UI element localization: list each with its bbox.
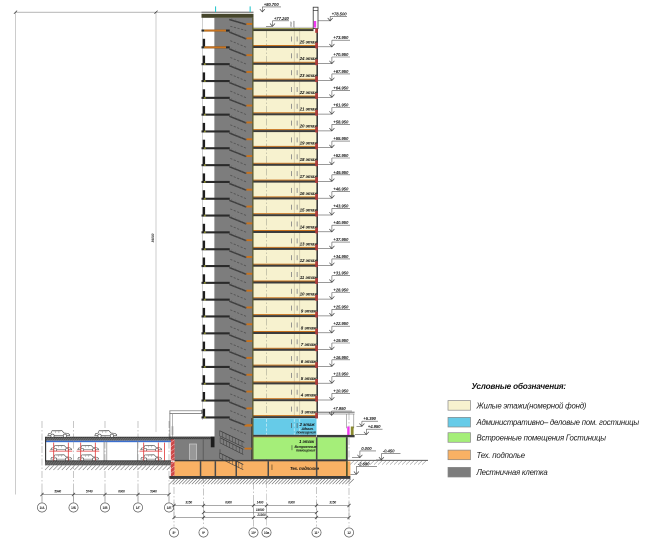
svg-text:Условные обозначения:: Условные обозначения: [472,381,567,391]
svg-text:+5.390: +5.390 [363,416,376,421]
svg-text:Административно– деловые пом.: Административно– деловые пом. гостиницы [476,418,640,427]
svg-text:+49.950: +49.950 [333,170,349,175]
svg-text:23 этаж: 23 этаж [299,73,319,78]
svg-text:21 этаж: 21 этаж [299,107,319,112]
svg-text:+13.950: +13.950 [333,372,349,377]
svg-text:8 этаж: 8 этаж [301,325,317,330]
svg-text:+67.950: +67.950 [333,69,349,74]
svg-text:-2.680: -2.680 [358,461,370,466]
svg-text:1/А: 1/А [40,506,46,510]
svg-text:помещения: помещения [296,448,315,452]
svg-text:22 этаж: 22 этаж [299,90,319,95]
svg-text:10*: 10* [251,531,257,535]
svg-text:1400: 1400 [257,501,264,505]
svg-text:+4.950: +4.950 [368,424,381,429]
svg-text:1/Г: 1/Г [136,506,141,510]
svg-text:5940: 5940 [54,490,61,494]
svg-text:+73.950: +73.950 [333,35,349,40]
svg-text:6300: 6300 [288,501,295,505]
svg-text:+43.950: +43.950 [333,203,349,208]
svg-text:24 этаж: 24 этаж [299,56,319,61]
svg-text:+80.700: +80.700 [264,2,280,7]
svg-text:1 этаж: 1 этаж [299,439,315,444]
svg-text:+78.500: +78.500 [332,11,348,16]
svg-text:+70.950: +70.950 [333,52,349,57]
svg-text:21300: 21300 [256,513,266,517]
svg-text:1/Б: 1/Б [71,506,77,510]
svg-text:Встроенные: Встроенные [295,445,317,449]
svg-text:7 этаж: 7 этаж [301,342,317,347]
svg-text:+10.950: +10.950 [333,388,349,393]
svg-text:+28.950: +28.950 [333,288,349,293]
svg-text:+16.950: +16.950 [333,355,349,360]
svg-text:14600: 14600 [256,508,265,512]
svg-text:Тех. подполье: Тех. подполье [290,466,320,471]
svg-text:8*: 8* [172,531,176,535]
svg-text:20 этаж: 20 этаж [299,124,319,129]
svg-text:+58.950: +58.950 [333,119,349,124]
svg-text:10а: 10а [264,531,270,535]
svg-text:11*: 11* [314,531,319,535]
svg-text:+22.950: +22.950 [333,321,349,326]
svg-text:+52.950: +52.950 [333,153,349,158]
svg-text:12: 12 [347,531,351,535]
svg-text:6000: 6000 [118,490,125,494]
svg-text:помещения: помещения [296,431,315,435]
svg-text:11 этаж: 11 этаж [300,275,318,280]
svg-text:15 этаж: 15 этаж [300,208,319,213]
svg-text:+25.950: +25.950 [333,304,349,309]
svg-text:17 этаж: 17 этаж [300,174,319,179]
svg-text:Встроенные помещения Гостиницы: Встроенные помещения Гостиницы [477,434,607,443]
svg-text:9 этаж: 9 этаж [301,309,317,314]
svg-text:6300: 6300 [225,501,232,505]
svg-text:3150: 3150 [185,501,192,505]
svg-text:14 этаж: 14 этаж [300,224,319,229]
svg-text:+55.950: +55.950 [333,136,349,141]
svg-text:13 этаж: 13 этаж [300,241,319,246]
svg-text:16 этаж: 16 этаж [300,191,319,196]
svg-text:Жилые этажи(номерной фонд): Жилые этажи(номерной фонд) [476,401,587,410]
svg-text:18 этаж: 18 этаж [300,157,319,162]
svg-text:+19.950: +19.950 [333,338,349,343]
svg-text:1/Е: 1/Е [167,506,173,510]
svg-text:+64.950: +64.950 [333,86,349,91]
svg-text:19 этаж: 19 этаж [300,140,319,145]
svg-text:6 этаж: 6 этаж [301,359,317,364]
svg-text:2 этаж: 2 этаж [298,422,315,427]
svg-text:+37.950: +37.950 [333,237,349,242]
svg-text:1/В: 1/В [103,506,109,510]
svg-text:12 этаж: 12 этаж [300,258,319,263]
svg-text:4 этаж: 4 этаж [300,393,317,398]
svg-text:Лестничная клетка: Лестничная клетка [476,468,549,477]
svg-text:0.000: 0.000 [361,446,372,451]
svg-text:3150: 3150 [329,501,336,505]
svg-text:+77.240: +77.240 [274,16,290,21]
svg-text:+31.950: +31.950 [333,271,349,276]
svg-text:-0.450: -0.450 [383,449,395,454]
svg-text:+61.950: +61.950 [333,103,349,108]
svg-text:Тех. подполье: Тех. подполье [477,451,526,460]
svg-text:84000: 84000 [151,233,155,242]
svg-text:10 этаж: 10 этаж [300,292,319,297]
svg-text:5940: 5940 [150,490,157,494]
svg-text:3 этаж: 3 этаж [301,410,317,415]
svg-text:25 этаж: 25 этаж [299,39,319,44]
svg-text:9*: 9* [202,531,206,535]
svg-text:+34.950: +34.950 [333,254,349,259]
svg-text:+40.950: +40.950 [333,220,349,225]
svg-text:+46.950: +46.950 [333,187,349,192]
svg-text:5740: 5740 [86,490,93,494]
svg-text:5 этаж: 5 этаж [301,376,317,381]
svg-text:960: 960 [289,21,293,26]
svg-text:+7.950: +7.950 [333,406,346,411]
svg-text:Админ.: Админ. [301,427,314,431]
